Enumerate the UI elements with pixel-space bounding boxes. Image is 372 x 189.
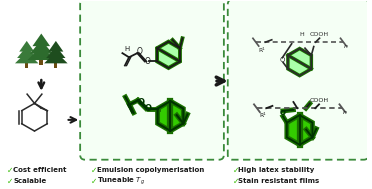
Text: $n$: $n$ <box>342 109 348 116</box>
Text: ✓: ✓ <box>232 177 239 186</box>
Polygon shape <box>287 115 312 145</box>
Text: ✓: ✓ <box>91 177 97 186</box>
Text: O: O <box>138 98 145 107</box>
Polygon shape <box>28 46 55 60</box>
Polygon shape <box>39 60 43 65</box>
Text: COOH: COOH <box>310 32 329 37</box>
Text: R¹: R¹ <box>260 113 266 119</box>
Text: ✓: ✓ <box>7 177 14 186</box>
Text: O: O <box>145 104 152 113</box>
Text: High latex stability: High latex stability <box>238 167 315 173</box>
Polygon shape <box>25 63 28 68</box>
Polygon shape <box>32 33 50 46</box>
Text: $n$: $n$ <box>343 43 349 50</box>
Text: Stain resistant films: Stain resistant films <box>238 178 320 184</box>
Polygon shape <box>17 46 36 58</box>
Polygon shape <box>19 41 34 52</box>
Text: O: O <box>280 57 285 63</box>
Text: ✓: ✓ <box>91 166 97 175</box>
Text: Emulsion copolymerisation: Emulsion copolymerisation <box>97 167 204 173</box>
Polygon shape <box>44 52 68 63</box>
Polygon shape <box>54 63 57 68</box>
Text: R¹: R¹ <box>259 48 266 53</box>
Text: ✓: ✓ <box>7 166 14 175</box>
Text: Scalable: Scalable <box>13 178 46 184</box>
FancyBboxPatch shape <box>228 0 369 160</box>
Text: H: H <box>125 46 130 52</box>
Polygon shape <box>288 49 311 76</box>
Text: COOH: COOH <box>310 98 328 103</box>
FancyBboxPatch shape <box>80 0 224 160</box>
Text: ✓: ✓ <box>232 166 239 175</box>
Polygon shape <box>48 41 63 52</box>
Text: H: H <box>299 32 304 37</box>
Text: Cost efficient: Cost efficient <box>13 167 67 173</box>
Polygon shape <box>46 46 65 58</box>
Text: O: O <box>145 57 151 66</box>
Text: Tuneable $T_g$: Tuneable $T_g$ <box>97 175 145 187</box>
Polygon shape <box>157 42 180 68</box>
Text: O: O <box>137 47 143 56</box>
Polygon shape <box>158 101 183 131</box>
Polygon shape <box>30 40 53 54</box>
Polygon shape <box>15 52 38 63</box>
Text: O: O <box>279 110 285 116</box>
